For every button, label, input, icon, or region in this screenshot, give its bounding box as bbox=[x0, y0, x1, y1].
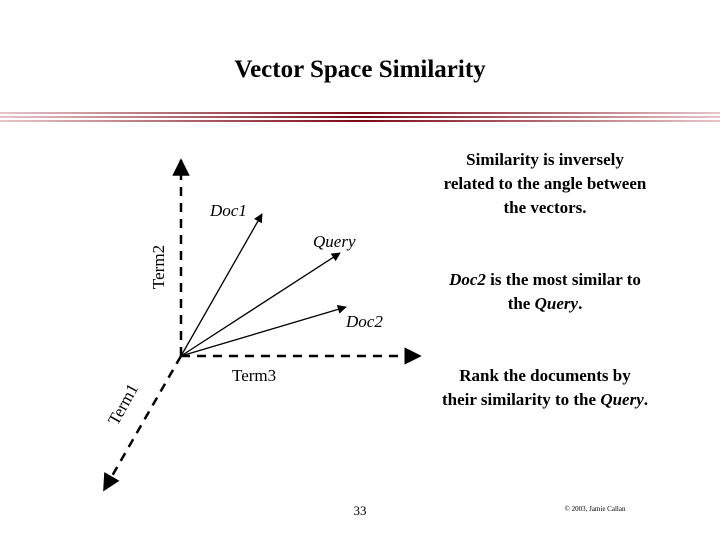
note-query-name: Query bbox=[534, 294, 579, 313]
note-period: . bbox=[643, 390, 649, 409]
similarity-note: Similarity is inversely related to the a… bbox=[443, 150, 647, 217]
page-number: 33 bbox=[353, 503, 367, 518]
note-text: is the most similar to the bbox=[485, 270, 641, 313]
note-query-name: Query bbox=[600, 390, 644, 409]
note-period: . bbox=[578, 294, 583, 313]
note-doc-name: Doc2 bbox=[449, 270, 486, 289]
copyright-notice: © 2003, Jamie Callan bbox=[564, 505, 626, 513]
most-similar-note: Doc2 is the most similar to the Query. bbox=[440, 268, 650, 316]
term2-axis-label: Term2 bbox=[149, 245, 168, 289]
doc2-vector bbox=[180, 304, 347, 357]
term1-axis-label: Term1 bbox=[104, 380, 142, 428]
query-label: Query bbox=[313, 232, 356, 251]
doc1-vector bbox=[180, 213, 263, 357]
note-text: Rank the documents by their similarity t… bbox=[441, 366, 631, 409]
ranking-note: Rank the documents by their similarity t… bbox=[440, 364, 650, 412]
title-divider bbox=[0, 112, 720, 122]
doc2-label: Doc2 bbox=[345, 312, 383, 331]
query-vector bbox=[180, 252, 341, 357]
doc1-label: Doc1 bbox=[209, 201, 247, 220]
term1-axis bbox=[102, 355, 183, 492]
slide-title: Vector Space Similarity bbox=[234, 56, 486, 83]
term3-axis-label: Term3 bbox=[232, 366, 276, 385]
